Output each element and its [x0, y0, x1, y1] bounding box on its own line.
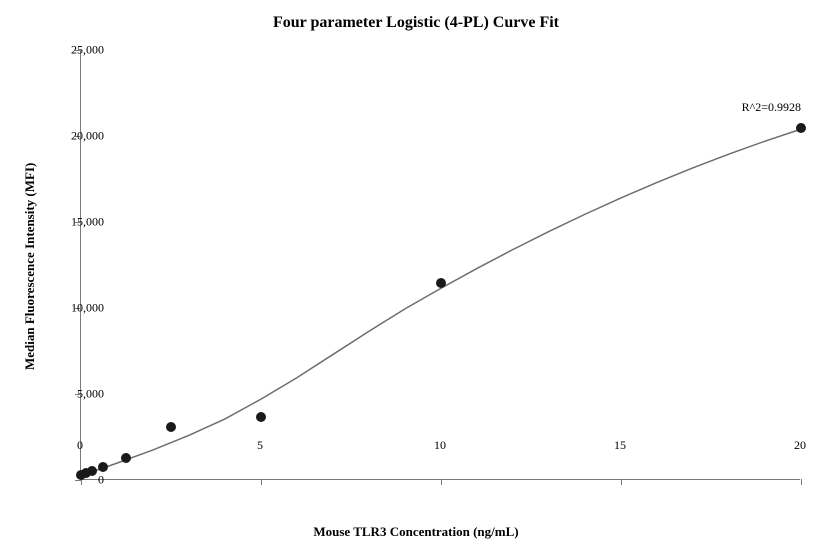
- y-tick-label: 25,000: [52, 43, 104, 58]
- y-tick-label: 5,000: [52, 387, 104, 402]
- x-tick-label: 0: [77, 438, 83, 453]
- x-tick-label: 20: [794, 438, 806, 453]
- x-tick-label: 5: [257, 438, 263, 453]
- y-axis-label: Median Fluorescence Intensity (MFI): [22, 163, 38, 370]
- x-tick-label: 10: [434, 438, 446, 453]
- r-squared-annotation: R^2=0.9928: [742, 100, 801, 115]
- x-tick: [621, 479, 622, 485]
- data-point: [98, 462, 108, 472]
- data-point: [436, 278, 446, 288]
- data-point: [256, 412, 266, 422]
- x-tick: [261, 479, 262, 485]
- y-tick-label: 15,000: [52, 215, 104, 230]
- plot-area: R^2=0.9928: [80, 50, 800, 480]
- y-tick-label: 0: [52, 473, 104, 488]
- chart-title: Four parameter Logistic (4-PL) Curve Fit: [0, 14, 832, 32]
- data-point: [796, 123, 806, 133]
- data-point: [166, 422, 176, 432]
- data-point: [121, 453, 131, 463]
- x-tick: [441, 479, 442, 485]
- chart-container: Four parameter Logistic (4-PL) Curve Fit…: [0, 0, 832, 560]
- x-axis-label: Mouse TLR3 Concentration (ng/mL): [0, 524, 832, 540]
- fitted-curve: [81, 50, 800, 479]
- y-tick-label: 10,000: [52, 301, 104, 316]
- x-tick: [801, 479, 802, 485]
- y-tick-label: 20,000: [52, 129, 104, 144]
- x-tick-label: 15: [614, 438, 626, 453]
